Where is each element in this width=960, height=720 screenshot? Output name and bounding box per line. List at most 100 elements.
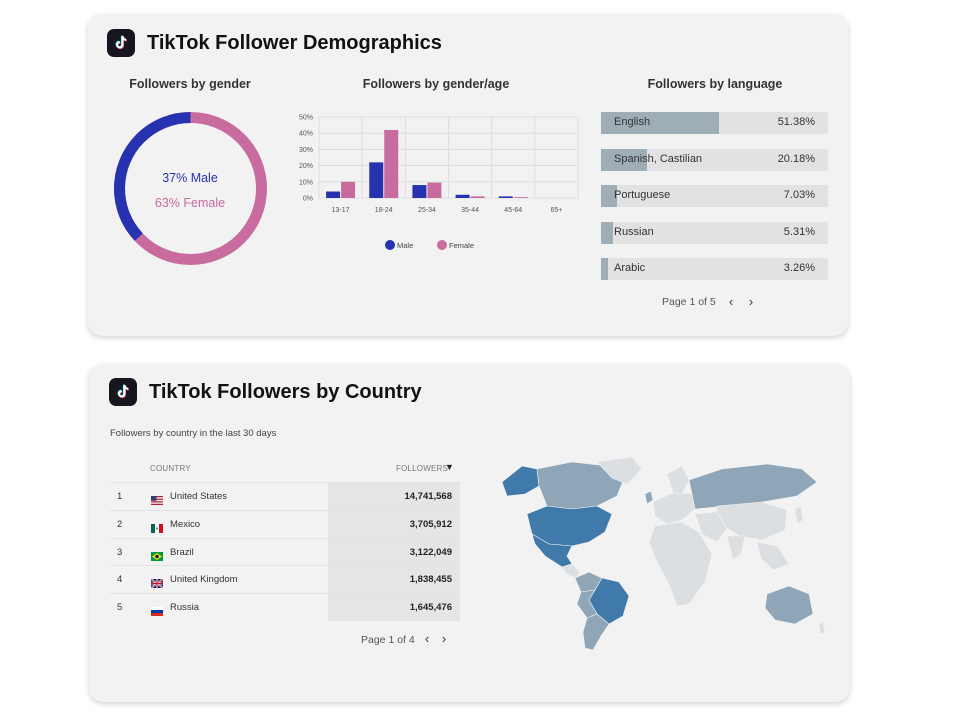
language-name: Arabic [614, 262, 646, 274]
legend-female-label: Female [449, 241, 474, 250]
flag-mx-icon [151, 520, 163, 533]
x-tick-label: 18-24 [375, 207, 393, 214]
bar-female [470, 196, 485, 198]
countries-subtitle: Followers by country in the last 30 days [110, 428, 277, 439]
map-region[interactable] [648, 521, 713, 607]
country-cell: Russia [170, 602, 200, 614]
country-next-icon[interactable]: › [441, 631, 447, 646]
y-tick-label: 0% [303, 196, 313, 203]
map-region[interactable] [501, 465, 540, 497]
legend-male-label: Male [397, 241, 413, 250]
bar-male [326, 191, 341, 198]
legend-male-dot [385, 240, 395, 250]
language-percent: 5.31% [783, 225, 815, 238]
x-tick-label: 65+ [550, 207, 562, 214]
country-cell: United Kingdom [170, 574, 238, 586]
tiktok-icon [109, 378, 137, 406]
language-row: English 51.38% [601, 112, 828, 134]
country-prev-icon[interactable]: ‹ [424, 631, 430, 646]
country-column-header[interactable]: COUNTRY [150, 464, 191, 473]
followers-cell: 3,122,049 [409, 546, 452, 558]
table-row[interactable]: 2 Mexico 3,705,912 [110, 509, 460, 539]
language-name: Russian [614, 225, 654, 238]
map-region[interactable] [644, 490, 654, 505]
map-region[interactable] [756, 541, 790, 571]
x-tick-label: 13-17 [332, 207, 350, 214]
gender-age-title: Followers by gender/age [362, 77, 510, 91]
map-region[interactable] [726, 535, 746, 561]
map-region[interactable] [596, 456, 643, 485]
map-region[interactable] [652, 491, 696, 525]
rank-cell: 5 [117, 602, 123, 614]
followers-cell: 1,838,455 [409, 574, 452, 586]
map-region[interactable] [818, 621, 826, 635]
bar-male [412, 185, 427, 198]
language-name: English [614, 116, 651, 128]
sort-desc-icon[interactable]: ▼ [445, 462, 454, 472]
language-row: Arabic 3.26% [601, 258, 828, 280]
map-region[interactable] [764, 585, 814, 625]
bar-female [513, 197, 528, 198]
tiktok-icon [107, 29, 135, 57]
language-name: Portuguese [614, 189, 671, 201]
language-bar [601, 112, 719, 134]
value-cell-shade [328, 538, 460, 566]
language-row: Spanish, Castilian 20.18% [601, 148, 828, 171]
bar-male [455, 194, 470, 198]
gender-age-chart: 0% 10% 20% 30% 40% 50% 13-17 18-24 25-34 35-44 45-… [299, 115, 579, 250]
language-row: Russian 5.31% [601, 221, 828, 244]
donut-male-segment [114, 112, 267, 265]
map-region[interactable] [582, 613, 610, 651]
map-region[interactable] [694, 511, 728, 543]
followers-column-header[interactable]: FOLLOWERS [396, 464, 449, 473]
country-cell: United States [170, 491, 228, 502]
card-title: TikTok Follower Demographics [147, 32, 442, 54]
bar-female [427, 182, 442, 198]
map-region[interactable] [716, 501, 788, 541]
map-region[interactable] [794, 505, 804, 525]
x-tick-label: 35-44 [461, 207, 479, 214]
map-region[interactable] [688, 463, 818, 510]
legend-female-dot [437, 240, 447, 250]
language-percent: 3.26% [783, 262, 815, 274]
language-bar [601, 258, 609, 280]
table-row[interactable]: 3 Brazil 3,122,049 [110, 537, 460, 567]
value-cell-shade [328, 483, 460, 510]
female-percent-label: 63% Female [154, 196, 226, 210]
bar-male [498, 196, 513, 198]
flag-gb-icon [150, 575, 164, 590]
language-title: Followers by language [647, 77, 783, 91]
value-cell-shade [328, 510, 460, 538]
y-tick-label: 10% [299, 179, 313, 186]
language-bar [601, 221, 614, 244]
y-tick-label: 30% [299, 147, 313, 154]
table-row[interactable]: 5 Russia 1,645,476 [110, 593, 460, 622]
map-region[interactable] [561, 563, 581, 579]
value-cell-shade [328, 594, 460, 622]
x-tick-label: 45-64 [504, 207, 522, 214]
language-next-icon[interactable]: › [748, 294, 754, 309]
value-cell-shade [328, 566, 460, 594]
rank-cell: 2 [117, 518, 123, 530]
x-tick-label: 25-34 [418, 207, 436, 214]
map-region[interactable] [666, 465, 690, 495]
language-bar [601, 148, 648, 171]
country-pager: Page 1 of 4 [361, 634, 415, 646]
y-tick-label: 40% [299, 131, 313, 138]
y-tick-label: 20% [299, 163, 313, 170]
table-row[interactable]: 1 United States 14,741,568 [110, 482, 460, 511]
language-prev-icon[interactable]: ‹ [728, 294, 734, 309]
language-bar [601, 185, 618, 207]
gender-donut [114, 112, 267, 265]
language-percent: 7.03% [783, 189, 815, 201]
card-title: TikTok Followers by Country [149, 381, 422, 403]
bar-male [369, 162, 384, 198]
flag-br-icon [151, 548, 163, 561]
country-cell: Mexico [170, 518, 201, 530]
language-percent: 20.18% [777, 152, 815, 165]
language-pager: Page 1 of 5 [662, 296, 716, 308]
map-region[interactable] [536, 461, 626, 510]
table-row[interactable]: 4 United Kingdom 1,838,455 [110, 565, 460, 594]
world-map-icon [501, 456, 826, 651]
gender-title: Followers by gender [129, 77, 251, 91]
